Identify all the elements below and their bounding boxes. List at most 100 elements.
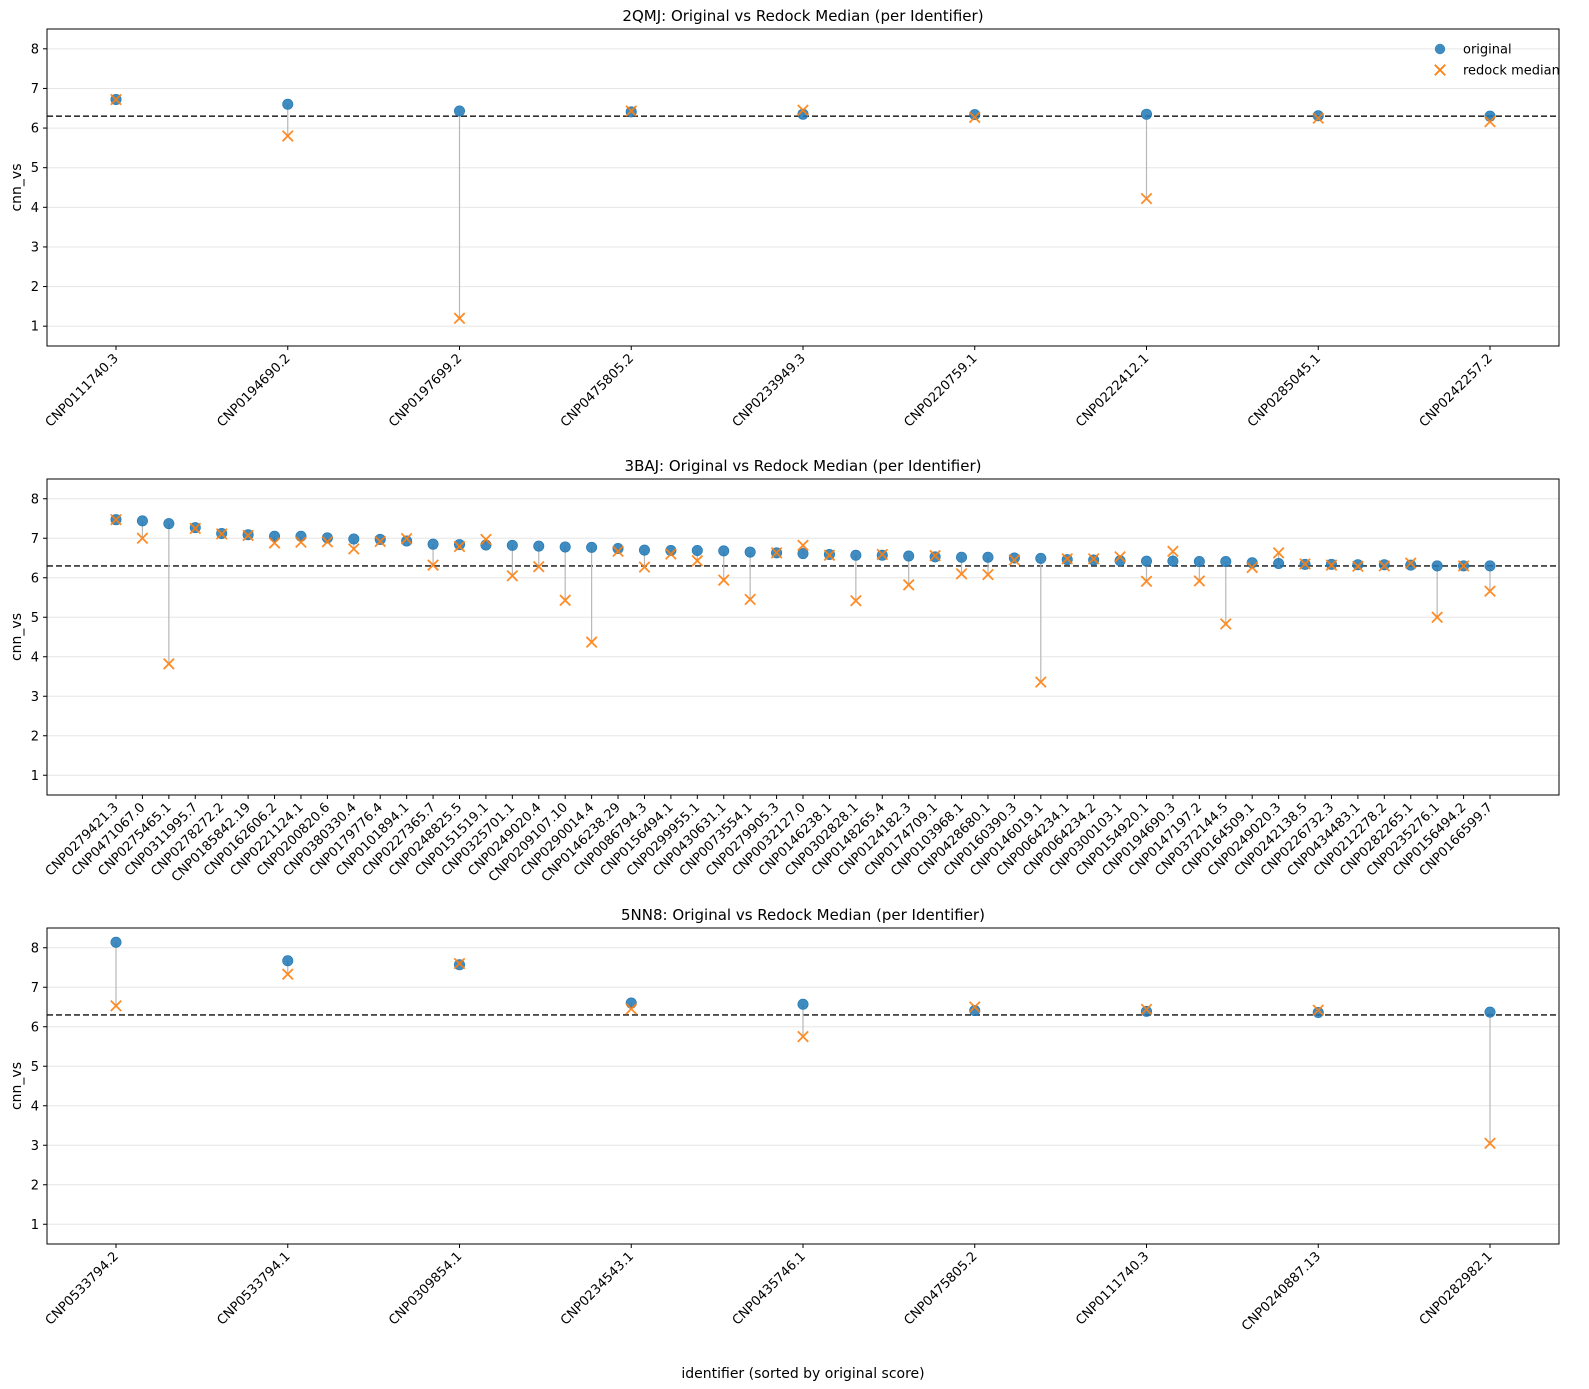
- redock-point: [1404, 557, 1417, 569]
- original-point: [1352, 559, 1364, 571]
- original-point: [1141, 108, 1153, 120]
- redock-point: [744, 593, 756, 606]
- redock-point: [876, 548, 889, 561]
- x-tick-label: CNP0285045.1: [1245, 351, 1324, 430]
- redock-point: [1034, 676, 1047, 688]
- original-point: [348, 533, 360, 545]
- redock-point: [110, 999, 122, 1012]
- y-tick-label: 2: [31, 729, 39, 744]
- y-tick-label: 7: [31, 532, 39, 547]
- original-point: [136, 515, 148, 527]
- original-point: [282, 955, 294, 967]
- redock-point: [1312, 112, 1325, 124]
- redock-point: [1008, 554, 1021, 566]
- redock-point: [665, 548, 677, 560]
- original-point: [586, 541, 598, 553]
- original-point: [282, 98, 294, 110]
- original-point: [506, 539, 518, 551]
- redock-point: [968, 1001, 981, 1013]
- original-point: [903, 550, 915, 562]
- original-point: [982, 551, 994, 563]
- redock-point: [625, 105, 638, 117]
- redock-point: [955, 567, 968, 580]
- redock-point: [400, 532, 413, 545]
- redock-point: [1219, 618, 1232, 630]
- redock-point: [374, 535, 387, 548]
- original-point: [1484, 560, 1496, 572]
- original-point: [1008, 552, 1020, 564]
- redock-point: [480, 533, 492, 546]
- plot-frame: [46, 927, 1560, 1245]
- original-point: [110, 936, 122, 948]
- redock-point: [612, 545, 624, 558]
- y-tick-label: 6: [31, 1020, 39, 1035]
- x-axis-label: identifier (sorted by original score): [681, 1366, 924, 1382]
- legend-marker-redock: [1434, 64, 1446, 76]
- original-point: [1431, 560, 1443, 572]
- x-tick-label: CNP0533794.2: [43, 1249, 122, 1328]
- redock-point: [717, 574, 730, 586]
- redock-point: [453, 540, 466, 553]
- x-tick-label: CNP0533794.1: [214, 1249, 293, 1328]
- x-tick-label: CNP0475805.2: [901, 1249, 980, 1328]
- y-tick-label: 5: [31, 161, 39, 176]
- original-point: [1035, 552, 1047, 564]
- redock-point: [136, 532, 149, 545]
- original-point: [163, 518, 175, 530]
- redock-point: [1140, 1003, 1153, 1016]
- redock-point: [850, 594, 862, 607]
- x-tick-label: CNP0234543.1: [558, 1249, 637, 1328]
- original-point: [665, 544, 677, 556]
- original-point: [850, 549, 862, 561]
- original-point: [1484, 1006, 1496, 1018]
- original-point: [401, 535, 413, 547]
- original-point: [744, 546, 756, 558]
- redock-point: [321, 535, 334, 548]
- y-tick-label: 5: [31, 611, 39, 626]
- redock-point: [1325, 559, 1338, 571]
- legend-label-original: original: [1463, 43, 1512, 58]
- legend: original redock median: [1434, 43, 1560, 79]
- redock-point: [638, 561, 651, 573]
- y-tick-label: 1: [31, 1218, 39, 1233]
- redock-point: [453, 312, 466, 325]
- redock-point: [585, 636, 598, 648]
- y-tick-label: 1: [31, 320, 39, 335]
- redock-point: [1061, 552, 1074, 565]
- y-axis-label: cnn_vs: [9, 1062, 25, 1110]
- redock-point: [968, 111, 981, 124]
- redock-point: [1140, 192, 1153, 205]
- original-point: [1312, 1007, 1324, 1019]
- x-tick-label: CNP0111740.3: [1073, 1249, 1152, 1328]
- x-tick-label: CNP0233949.3: [730, 351, 809, 430]
- y-tick-label: 3: [31, 1139, 39, 1154]
- redock-point: [1193, 575, 1206, 587]
- original-point: [969, 109, 981, 121]
- redock-point: [902, 579, 915, 591]
- y-tick-label: 4: [31, 650, 39, 665]
- redock-point: [797, 539, 809, 552]
- redock-point: [1272, 547, 1285, 559]
- redock-point: [559, 594, 572, 607]
- original-point: [559, 541, 571, 553]
- redock-point: [823, 549, 836, 562]
- original-point: [480, 539, 492, 551]
- redock-point: [110, 93, 122, 106]
- x-tick-label: CNP0435746.1: [730, 1249, 809, 1328]
- redock-point: [1167, 545, 1179, 558]
- plot-frame: [46, 28, 1560, 347]
- redock-point: [797, 104, 809, 117]
- chart-title: 3BAJ: Original vs Redock Median (per Ide…: [625, 457, 982, 475]
- chart-title: 5NN8: Original vs Redock Median (per Ide…: [621, 906, 985, 924]
- redock-point: [189, 522, 202, 535]
- redock-point: [1378, 560, 1391, 572]
- original-point: [533, 540, 545, 552]
- redock-point: [281, 130, 294, 142]
- redock-point: [797, 1030, 809, 1043]
- redock-point: [625, 1003, 638, 1015]
- original-point: [612, 543, 624, 555]
- x-tick-label: CNP0242257.2: [1417, 351, 1496, 430]
- chart-panel-3: 1 2 3 4 5 6 7 8 CNP0533794.2 CNP0533794.1 CNP03098…: [9, 906, 1560, 1382]
- redock-point: [1484, 115, 1496, 128]
